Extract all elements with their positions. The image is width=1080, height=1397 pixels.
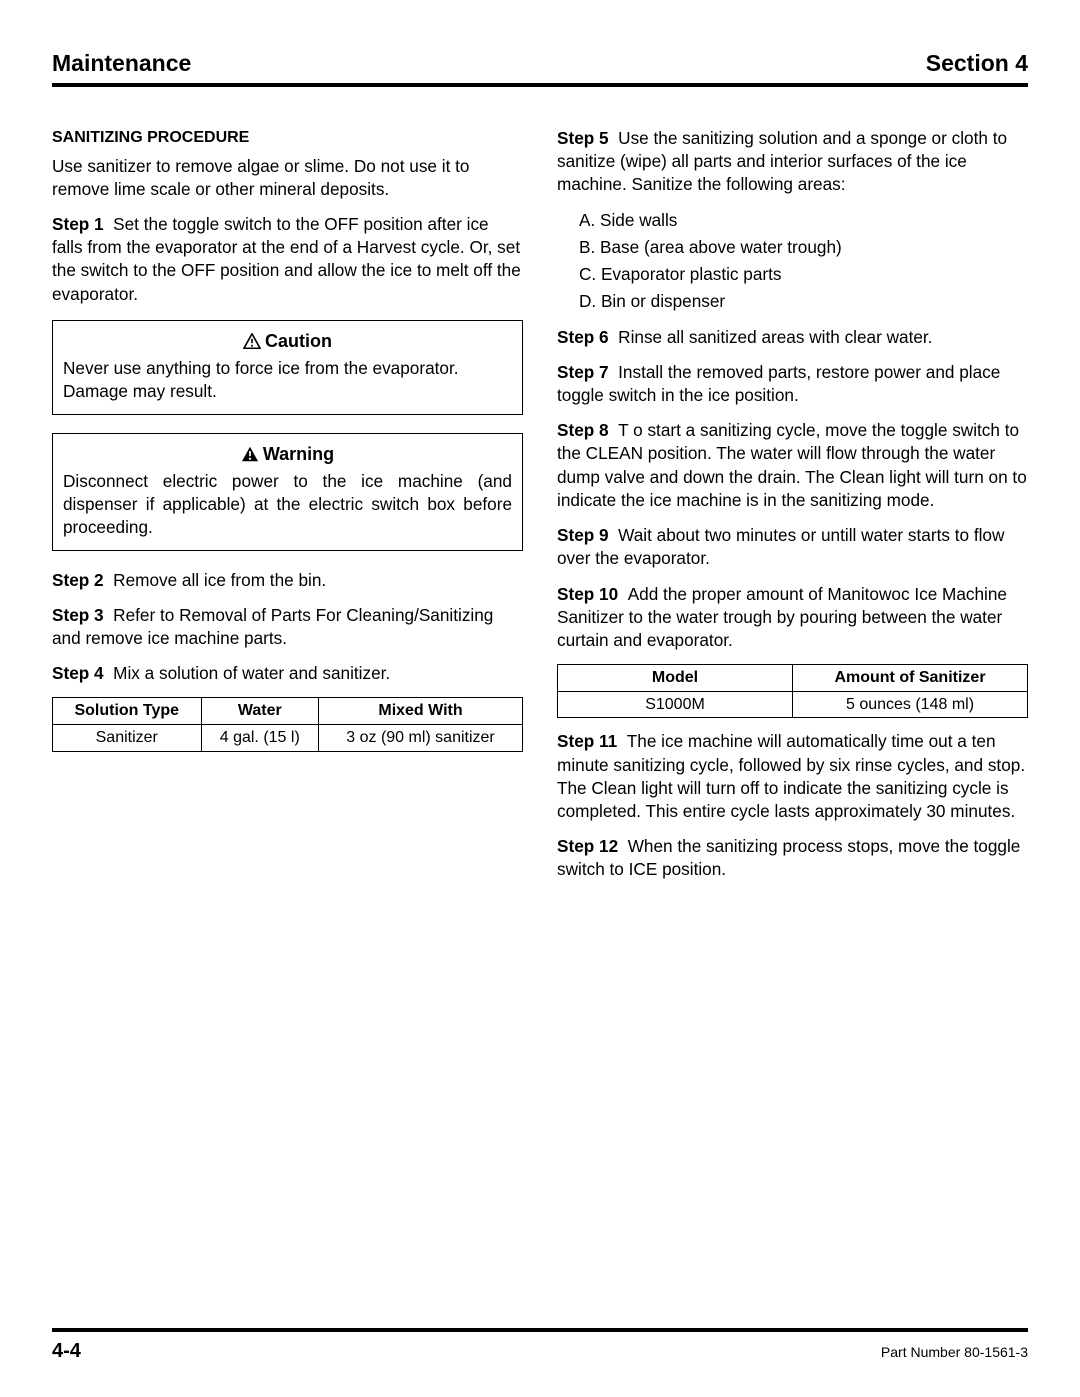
step-1-text: Set the toggle switch to the OFF positio… bbox=[52, 214, 521, 304]
step-3-label: Step 3 bbox=[52, 605, 104, 625]
cell-mixed-with: 3 oz (90 ml) sanitizer bbox=[319, 725, 523, 752]
part-number: Part Number 80-1561-3 bbox=[881, 1344, 1028, 1360]
list-item: C. Evaporator plastic parts bbox=[579, 263, 1028, 286]
cell-solution-type: Sanitizer bbox=[53, 725, 202, 752]
table-row: Model Amount of Sanitizer bbox=[558, 665, 1028, 692]
header-rule bbox=[52, 83, 1028, 87]
list-item: A. Side walls bbox=[579, 209, 1028, 232]
step-9-label: Step 9 bbox=[557, 525, 609, 545]
step-4-label: Step 4 bbox=[52, 663, 104, 683]
col-amount: Amount of Sanitizer bbox=[793, 665, 1028, 692]
page-number: 4-4 bbox=[52, 1340, 81, 1363]
intro-text: Use sanitizer to remove algae or slime. … bbox=[52, 155, 523, 201]
right-column: Step 5 Use the sanitizing solution and a… bbox=[557, 127, 1028, 894]
caution-title: Caution bbox=[63, 329, 512, 353]
warning-body: Disconnect electric power to the ice mac… bbox=[63, 470, 512, 540]
step-2: Step 2 Remove all ice from the bin. bbox=[52, 569, 523, 592]
caution-box: Caution Never use anything to force ice … bbox=[52, 320, 523, 415]
left-column: SANITIZING PROCEDURE Use sanitizer to re… bbox=[52, 127, 523, 894]
list-item: D. Bin or dispenser bbox=[579, 290, 1028, 313]
footer-row: 4-4 Part Number 80-1561-3 bbox=[52, 1340, 1028, 1363]
list-item: B. Base (area above water trough) bbox=[579, 236, 1028, 259]
header-left: Maintenance bbox=[52, 50, 191, 77]
step-3-text: Refer to Removal of Parts For Cleaning/S… bbox=[52, 605, 493, 648]
step-11: Step 11 The ice machine will automatical… bbox=[557, 730, 1028, 823]
step-8: Step 8 T o start a sanitizing cycle, mov… bbox=[557, 419, 1028, 512]
step-7: Step 7 Install the removed parts, restor… bbox=[557, 361, 1028, 407]
sanitizing-procedure-heading: SANITIZING PROCEDURE bbox=[52, 127, 523, 149]
table-row: Solution Type Water Mixed With bbox=[53, 698, 523, 725]
page-header: Maintenance Section 4 bbox=[52, 50, 1028, 77]
step-12: Step 12 When the sanitizing process stop… bbox=[557, 835, 1028, 881]
step-4-text: Mix a solution of water and sanitizer. bbox=[113, 663, 390, 683]
step-5: Step 5 Use the sanitizing solution and a… bbox=[557, 127, 1028, 197]
step-1: Step 1 Set the toggle switch to the OFF … bbox=[52, 213, 523, 306]
step-10-text: Add the proper amount of Manitowoc Ice M… bbox=[557, 584, 1007, 650]
col-mixed-with: Mixed With bbox=[319, 698, 523, 725]
col-water: Water bbox=[201, 698, 319, 725]
step-5-label: Step 5 bbox=[557, 128, 609, 148]
cell-water: 4 gal. (15 l) bbox=[201, 725, 319, 752]
step-7-text: Install the removed parts, restore power… bbox=[557, 362, 1000, 405]
sanitize-areas-list: A. Side walls B. Base (area above water … bbox=[557, 209, 1028, 314]
step-6: Step 6 Rinse all sanitized areas with cl… bbox=[557, 326, 1028, 349]
step-10-label: Step 10 bbox=[557, 584, 618, 604]
col-model: Model bbox=[558, 665, 793, 692]
cell-amount: 5 ounces (148 ml) bbox=[793, 691, 1028, 718]
caution-body: Never use anything to force ice from the… bbox=[63, 357, 512, 403]
step-12-text: When the sanitizing process stops, move … bbox=[557, 836, 1020, 879]
step-8-text: T o start a sanitizing cycle, move the t… bbox=[557, 420, 1027, 510]
step-6-label: Step 6 bbox=[557, 327, 609, 347]
warning-title-text: Warning bbox=[263, 444, 334, 464]
step-1-label: Step 1 bbox=[52, 214, 104, 234]
page: Maintenance Section 4 SANITIZING PROCEDU… bbox=[0, 0, 1080, 1397]
step-9: Step 9 Wait about two minutes or untill … bbox=[557, 524, 1028, 570]
step-4: Step 4 Mix a solution of water and sanit… bbox=[52, 662, 523, 685]
warning-box: Warning Disconnect electric power to the… bbox=[52, 433, 523, 551]
step-11-label: Step 11 bbox=[557, 731, 617, 751]
caution-title-text: Caution bbox=[265, 331, 332, 351]
step-7-label: Step 7 bbox=[557, 362, 609, 382]
header-right: Section 4 bbox=[926, 50, 1028, 77]
step-6-text: Rinse all sanitized areas with clear wat… bbox=[618, 327, 932, 347]
warning-title: Warning bbox=[63, 442, 512, 466]
step-9-text: Wait about two minutes or untill water s… bbox=[557, 525, 1004, 568]
step-2-text: Remove all ice from the bin. bbox=[113, 570, 326, 590]
step-3: Step 3 Refer to Removal of Parts For Cle… bbox=[52, 604, 523, 650]
warning-icon bbox=[241, 446, 259, 462]
table-row: S1000M 5 ounces (148 ml) bbox=[558, 691, 1028, 718]
caution-icon bbox=[243, 333, 261, 349]
sanitizer-amount-table: Model Amount of Sanitizer S1000M 5 ounce… bbox=[557, 664, 1028, 718]
content-columns: SANITIZING PROCEDURE Use sanitizer to re… bbox=[52, 127, 1028, 894]
step-8-label: Step 8 bbox=[557, 420, 609, 440]
table-row: Sanitizer 4 gal. (15 l) 3 oz (90 ml) san… bbox=[53, 725, 523, 752]
step-12-label: Step 12 bbox=[557, 836, 618, 856]
col-solution-type: Solution Type bbox=[53, 698, 202, 725]
sanitizer-solution-table: Solution Type Water Mixed With Sanitizer… bbox=[52, 697, 523, 751]
page-footer: 4-4 Part Number 80-1561-3 bbox=[52, 1328, 1028, 1363]
step-5-text: Use the sanitizing solution and a sponge… bbox=[557, 128, 1007, 194]
step-10: Step 10 Add the proper amount of Manitow… bbox=[557, 583, 1028, 653]
step-2-label: Step 2 bbox=[52, 570, 104, 590]
cell-model: S1000M bbox=[558, 691, 793, 718]
step-11-text: The ice machine will automatically time … bbox=[557, 731, 1025, 821]
footer-rule bbox=[52, 1328, 1028, 1332]
